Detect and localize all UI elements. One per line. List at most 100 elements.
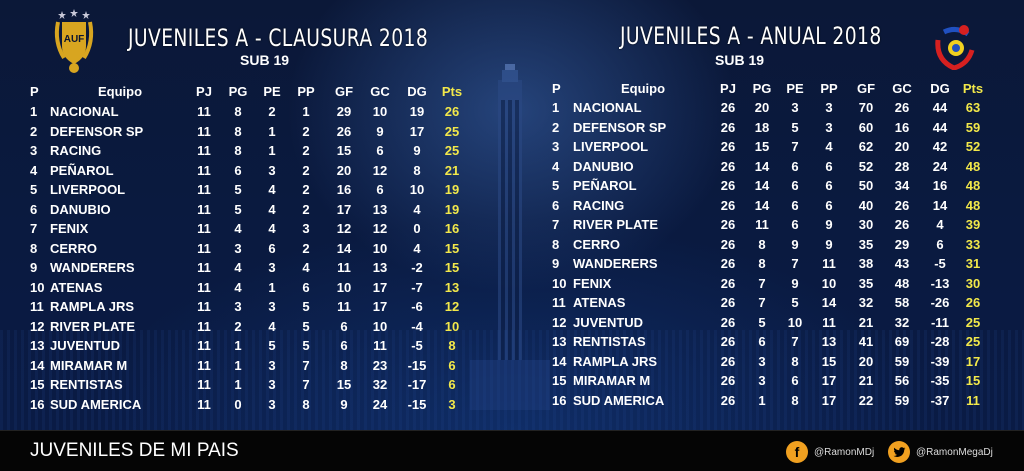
cell-pg: 4 xyxy=(234,221,242,236)
cell-dg: -39 xyxy=(930,353,950,369)
cell-pe: 3 xyxy=(791,100,799,115)
cell-team: WANDERERS xyxy=(573,256,658,271)
cell-pos: 6 xyxy=(30,201,38,217)
cell-gc: 26 xyxy=(894,100,910,115)
table-row: 16 SUD AMERICA 11 0 3 8 9 24 -15 3 xyxy=(0,395,512,414)
cell-team: RAMPLA JRS xyxy=(50,299,135,314)
cell-dg: -7 xyxy=(411,279,423,295)
table-row: 3 LIVERPOOL 26 15 7 4 62 20 42 52 xyxy=(512,137,1024,156)
cell-gc: 26 xyxy=(894,197,910,213)
auf-shield-icon: AUF xyxy=(54,9,94,73)
cell-pp: 2 xyxy=(302,143,310,158)
cell-pj: 26 xyxy=(720,217,736,232)
cell-pos: 2 xyxy=(30,123,38,139)
header-gf: GF xyxy=(334,84,354,99)
cell-pg: 8 xyxy=(234,123,242,139)
cell-pe: 9 xyxy=(791,275,799,291)
cell-pos: 1 xyxy=(30,104,38,119)
cell-pts: 15 xyxy=(444,260,460,275)
cell-pos: 12 xyxy=(552,314,567,330)
table-row: 5 PEÑAROL 26 14 6 6 50 34 16 48 xyxy=(512,176,1024,195)
cell-pp: 3 xyxy=(825,100,833,115)
cell-pg: 20 xyxy=(754,100,770,115)
cell-pts: 33 xyxy=(965,236,981,252)
cell-pj: 11 xyxy=(197,396,211,412)
cell-team: MIRAMAR M xyxy=(573,373,651,388)
cell-team: RACING xyxy=(50,143,102,158)
table-row: 15 MIRAMAR M 26 3 6 17 21 56 -35 15 xyxy=(512,371,1024,390)
cell-pos: 5 xyxy=(30,182,38,197)
cell-pp: 2 xyxy=(302,162,310,178)
header-pe: PE xyxy=(263,84,281,99)
cell-dg: 8 xyxy=(413,162,421,178)
cell-pg: 1 xyxy=(234,357,242,373)
cell-pts: 26 xyxy=(965,295,981,310)
cell-dg: 19 xyxy=(409,104,425,119)
cell-pp: 13 xyxy=(821,334,837,349)
cell-gc: 13 xyxy=(372,201,388,217)
cell-pe: 8 xyxy=(791,353,799,369)
cell-pts: 19 xyxy=(444,182,460,197)
cell-team: FENIX xyxy=(573,275,612,291)
cell-gc: 26 xyxy=(894,217,910,232)
cell-dg: 44 xyxy=(932,100,948,115)
table-row: 1 NACIONAL 11 8 2 1 29 10 19 26 xyxy=(0,102,512,121)
footer-title: JUVENILES DE MI PAIS xyxy=(30,440,239,461)
cell-team: CERRO xyxy=(50,240,97,256)
cell-pp: 2 xyxy=(302,182,310,197)
cell-pp: 6 xyxy=(825,178,833,193)
cell-gc: 16 xyxy=(894,119,910,135)
table-row: 12 JUVENTUD 26 5 10 11 21 32 -11 25 xyxy=(512,313,1024,332)
cell-team: ATENAS xyxy=(50,279,103,295)
cell-gf: 14 xyxy=(336,240,352,256)
cell-gf: 6 xyxy=(340,338,348,353)
cell-pe: 3 xyxy=(268,357,276,373)
cell-gc: 13 xyxy=(372,260,388,275)
cell-dg: 16 xyxy=(932,178,948,193)
cell-team: RENTISTAS xyxy=(50,377,123,392)
cell-pe: 7 xyxy=(791,256,799,271)
cell-pj: 26 xyxy=(720,295,736,310)
cell-gf: 32 xyxy=(858,295,874,310)
cell-pp: 10 xyxy=(821,275,837,291)
cell-pg: 6 xyxy=(234,162,242,178)
cell-pp: 4 xyxy=(302,260,310,275)
cell-pj: 26 xyxy=(720,275,736,291)
standings-table-anual: P Equipo PJ PG PE PP GF GC DG Pts 1 NACIONAL 26 20 3 3 7… xyxy=(512,0,1024,430)
header-pg: PG xyxy=(228,84,248,99)
cell-dg: 24 xyxy=(932,158,948,174)
cell-gf: 21 xyxy=(858,314,874,330)
header-pg: PG xyxy=(752,81,772,96)
cell-pos: 9 xyxy=(30,260,38,275)
right-subtitle: SUB 19 xyxy=(715,52,765,68)
cell-gf: 41 xyxy=(858,334,874,349)
cell-gc: 69 xyxy=(894,334,910,349)
cell-team: DANUBIO xyxy=(50,201,111,217)
cell-team: ATENAS xyxy=(573,295,626,310)
cell-pj: 26 xyxy=(720,119,736,135)
facebook-link[interactable]: f @RamonMDj xyxy=(786,441,874,463)
cell-pos: 3 xyxy=(552,139,560,154)
cell-pts: 26 xyxy=(444,104,460,119)
cell-pts: 15 xyxy=(444,240,460,256)
cell-pts: 11 xyxy=(966,392,980,408)
cell-pts: 6 xyxy=(448,357,456,373)
cell-pg: 6 xyxy=(758,334,766,349)
cell-pg: 1 xyxy=(758,392,766,408)
cell-dg: 4 xyxy=(413,201,421,217)
cell-pj: 26 xyxy=(720,197,736,213)
cell-pj: 11 xyxy=(197,279,211,295)
cell-pos: 8 xyxy=(30,240,38,256)
cell-pp: 6 xyxy=(302,279,310,295)
cell-dg: 44 xyxy=(932,119,948,135)
cell-pos: 10 xyxy=(30,279,45,295)
cell-gc: 23 xyxy=(372,357,388,373)
cell-pg: 8 xyxy=(234,104,242,119)
cell-pe: 3 xyxy=(268,260,276,275)
cell-gf: 29 xyxy=(336,104,352,119)
auf-emblem-text: AUF xyxy=(64,34,85,45)
twitter-link[interactable]: @RamonMegaDj xyxy=(888,441,993,463)
header-gc: GC xyxy=(892,81,912,96)
cell-pe: 4 xyxy=(268,182,276,197)
cell-team: PEÑAROL xyxy=(573,178,637,193)
